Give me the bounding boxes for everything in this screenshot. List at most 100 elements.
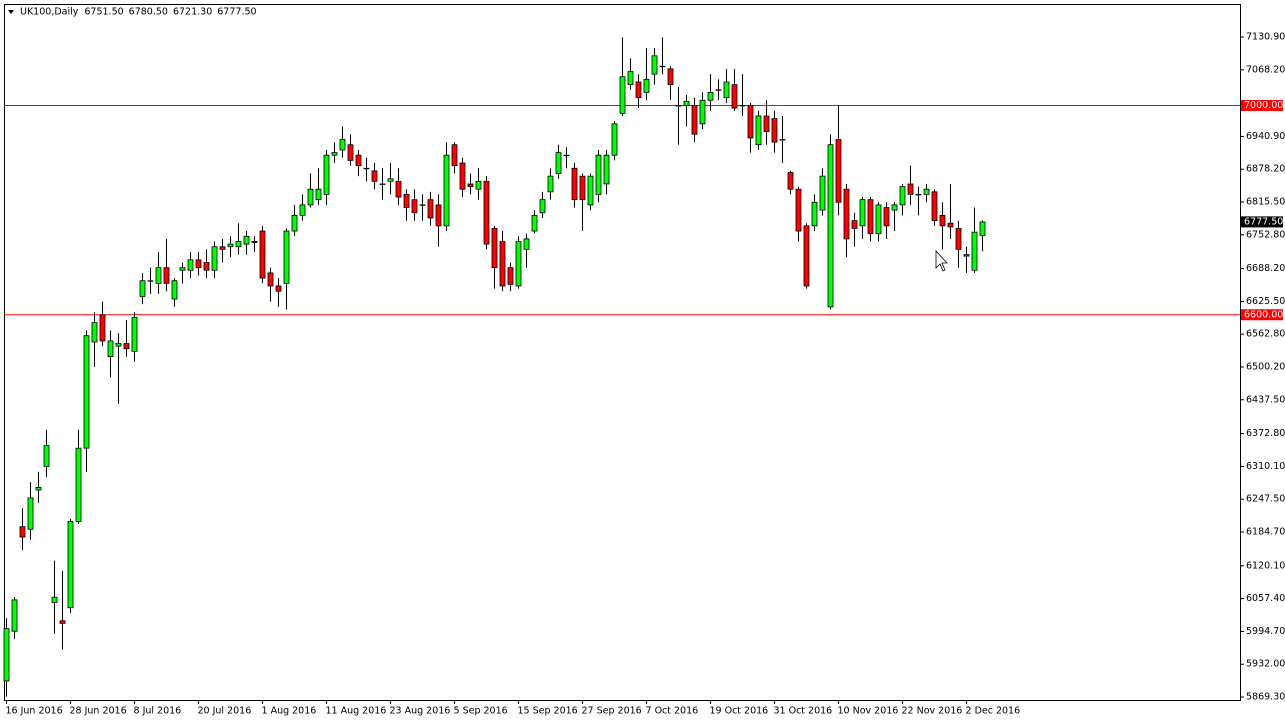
candle-body xyxy=(691,105,698,135)
x-tick-label: 22 Nov 2016 xyxy=(902,706,963,717)
candle-body xyxy=(51,596,58,603)
candle-body xyxy=(763,115,770,133)
candle-body xyxy=(939,214,946,227)
x-tick-label: 20 Jul 2016 xyxy=(198,706,252,717)
candle-body xyxy=(539,199,546,214)
y-tick-label: 6688.20 xyxy=(1246,263,1285,274)
level-label-box xyxy=(1241,309,1283,321)
header-value: 6751.50 xyxy=(84,7,123,18)
y-tick-label: 6437.50 xyxy=(1246,394,1285,405)
candle-body xyxy=(875,204,882,235)
candle-body xyxy=(667,68,674,85)
candle-body xyxy=(859,199,866,227)
candle-body xyxy=(59,620,66,624)
candle-body xyxy=(315,188,322,201)
x-tick-label: 1 Aug 2016 xyxy=(262,706,317,717)
candle-body xyxy=(35,486,42,491)
candle-body xyxy=(267,272,274,287)
candle-body xyxy=(675,105,682,107)
candle-body xyxy=(723,81,730,99)
candle-body xyxy=(627,71,634,85)
candle-body xyxy=(331,152,338,156)
candle-body xyxy=(139,280,146,297)
x-tick-label: 10 Nov 2016 xyxy=(838,706,899,717)
last-price-label: 6777.50 xyxy=(1244,216,1283,227)
level-label-box xyxy=(1241,99,1283,111)
candle-body xyxy=(595,154,602,195)
candle-body xyxy=(955,228,962,250)
x-tick-label: 31 Oct 2016 xyxy=(774,706,833,717)
candle-body xyxy=(787,172,794,190)
candle-body xyxy=(467,183,474,187)
candle-body xyxy=(3,628,10,682)
y-tick-label: 6752.80 xyxy=(1246,229,1285,240)
candle-body xyxy=(923,188,930,195)
candle-body xyxy=(891,204,898,211)
candle-body xyxy=(707,92,714,101)
level-label: 6600.00 xyxy=(1244,309,1283,320)
x-tick-label: 16 Jun 2016 xyxy=(6,706,63,717)
candle-body xyxy=(323,154,330,195)
candle-body xyxy=(779,139,786,141)
candle-body xyxy=(747,105,754,139)
candle-body xyxy=(27,497,34,530)
candle-body xyxy=(491,228,498,269)
candle-body xyxy=(67,520,74,609)
x-tick-label: 2 Dec 2016 xyxy=(966,706,1021,717)
candle-body xyxy=(123,343,130,350)
x-tick-label: 7 Oct 2016 xyxy=(646,706,699,717)
candle-body xyxy=(947,222,954,228)
candle-body xyxy=(211,246,218,271)
candle-body xyxy=(451,144,458,167)
candle-body xyxy=(387,178,394,182)
y-tick-label: 5869.30 xyxy=(1246,692,1285,703)
candle-body xyxy=(515,241,522,287)
candle-body xyxy=(403,194,410,208)
y-tick-label: 6372.80 xyxy=(1246,428,1285,439)
candle-body xyxy=(355,154,362,167)
candle-body xyxy=(155,267,162,284)
candle-body xyxy=(163,267,170,284)
candle-body xyxy=(395,180,402,198)
candle-body xyxy=(443,154,450,227)
y-tick-label: 6940.90 xyxy=(1246,131,1285,142)
y-tick-label: 6057.40 xyxy=(1246,593,1285,604)
candle-body xyxy=(147,280,154,282)
mouse-cursor xyxy=(935,249,948,272)
candle-body xyxy=(603,154,610,185)
candle-body xyxy=(971,231,978,271)
candle-body xyxy=(43,445,50,467)
candle-body xyxy=(611,123,618,156)
candle-body xyxy=(283,230,290,284)
candle-body xyxy=(795,188,802,232)
candle-body xyxy=(187,259,194,271)
candle-body xyxy=(171,280,178,300)
header-value: 6721.30 xyxy=(173,7,212,18)
candle-body xyxy=(835,139,842,203)
candle-body xyxy=(563,154,570,157)
candle-body xyxy=(979,221,986,236)
candle-body xyxy=(219,246,226,250)
candle-body xyxy=(635,81,642,99)
candle-body xyxy=(915,194,922,196)
x-tick-label: 11 Aug 2016 xyxy=(326,706,387,717)
y-tick-label: 5932.00 xyxy=(1246,659,1285,670)
candle-body xyxy=(731,84,738,109)
x-tick-label: 19 Oct 2016 xyxy=(710,706,769,717)
y-tick-label: 6878.20 xyxy=(1246,164,1285,175)
candle-body xyxy=(643,78,650,93)
candle-body xyxy=(819,175,826,211)
candle-body xyxy=(699,99,706,125)
x-tick-label: 5 Sep 2016 xyxy=(454,706,508,717)
candle-body xyxy=(235,241,242,248)
candle-body xyxy=(11,599,18,632)
candle-body xyxy=(227,243,234,248)
y-tick-label: 6310.10 xyxy=(1246,461,1285,472)
candle-body xyxy=(587,175,594,206)
candle-body xyxy=(851,220,858,229)
y-tick-label: 7130.90 xyxy=(1246,32,1285,43)
candle-body xyxy=(531,214,538,232)
chart-title: UK100,Daily xyxy=(20,7,79,18)
